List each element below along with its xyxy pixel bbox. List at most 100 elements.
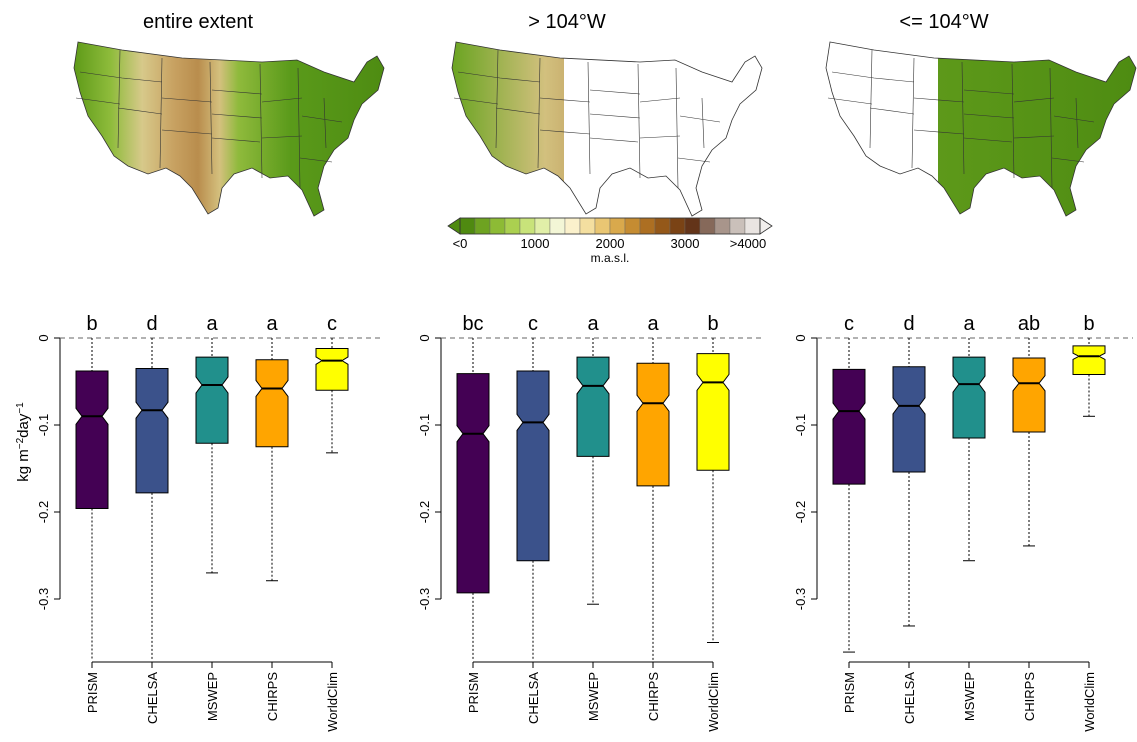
box-chirps xyxy=(255,338,289,582)
box-mswep xyxy=(952,338,986,562)
boxplot-panel-1: 0 -0.1 -0.2 -0.3 PRISM b CHELSA d MSWEP a CHIRPS a W… xyxy=(36,313,382,732)
significance-letter: d xyxy=(146,313,157,335)
y-tick-label: -0.3 xyxy=(36,588,51,610)
colorbar-cell xyxy=(579,217,596,235)
y-tick-label: -0.1 xyxy=(36,414,51,436)
box-worldclim xyxy=(1072,338,1106,417)
map-title-2: > 104°W xyxy=(528,11,606,33)
colorbar-tick-2: 2000 xyxy=(596,236,625,251)
box-body xyxy=(952,356,986,439)
significance-letter: c xyxy=(528,313,538,335)
significance-letter: a xyxy=(647,313,659,335)
significance-letter: c xyxy=(844,313,854,335)
category-label-worldclim: WorldClim xyxy=(706,672,721,732)
category-label-chelsa: CHELSA xyxy=(902,672,917,724)
category-label-worldclim: WorldClim xyxy=(325,672,340,732)
category-label-worldclim: WorldClim xyxy=(1082,672,1097,732)
y-tick-label: -0.3 xyxy=(417,588,432,610)
box-body xyxy=(576,356,610,457)
box-mswep xyxy=(195,338,229,574)
colorbar-cell xyxy=(654,217,671,235)
colorbar-cell xyxy=(699,217,716,235)
colorbar-tick-0: <0 xyxy=(453,236,468,251)
significance-letter: c xyxy=(327,313,337,335)
category-label-chirps: CHIRPS xyxy=(265,672,280,721)
box-prism xyxy=(456,338,490,660)
colorbar-cell xyxy=(489,217,506,235)
box-chelsa xyxy=(135,338,169,660)
box-body xyxy=(1012,357,1046,433)
category-label-chelsa: CHELSA xyxy=(526,672,541,724)
colorbar-cell xyxy=(534,217,551,235)
colorbar-cell xyxy=(459,217,476,235)
significance-letter: a xyxy=(963,313,975,335)
significance-letter: a xyxy=(266,313,278,335)
category-label-mswep: MSWEP xyxy=(586,672,601,721)
box-chirps xyxy=(636,338,670,660)
map-title-1: entire extent xyxy=(143,11,254,33)
colorbar-cell xyxy=(684,217,701,235)
colorbar-tick-4: >4000 xyxy=(730,236,767,251)
box-body xyxy=(456,373,490,594)
boxplot-panel-3: 0 -0.1 -0.2 -0.3 PRISM c CHELSA d MSWEP a CHIRPS ab… xyxy=(793,313,1133,732)
colorbar-cell xyxy=(609,217,626,235)
box-body xyxy=(1072,345,1106,376)
colorbar-tick-1: 1000 xyxy=(521,236,550,251)
map-title-3: <= 104°W xyxy=(899,11,988,33)
colorbar-tick-3: 3000 xyxy=(671,236,700,251)
significance-letter: a xyxy=(587,313,599,335)
y-tick-label: -0.1 xyxy=(417,414,432,436)
category-label-mswep: MSWEP xyxy=(962,672,977,721)
category-label-prism: PRISM xyxy=(85,672,100,713)
category-label-prism: PRISM xyxy=(842,672,857,713)
significance-letter: a xyxy=(206,313,218,335)
box-worldclim xyxy=(315,338,349,454)
y-tick-label: -0.2 xyxy=(793,501,808,523)
category-label-prism: PRISM xyxy=(466,672,481,713)
box-worldclim xyxy=(696,338,730,643)
box-body xyxy=(696,353,730,471)
box-mswep xyxy=(576,338,610,605)
y-tick-label: 0 xyxy=(793,334,808,341)
category-label-mswep: MSWEP xyxy=(205,672,220,721)
category-label-chirps: CHIRPS xyxy=(1022,672,1037,721)
colorbar-cell xyxy=(729,217,746,235)
colorbar-cell xyxy=(504,217,521,235)
colorbar-cell xyxy=(519,217,536,235)
y-tick-label: -0.2 xyxy=(36,501,51,523)
colorbar-cell xyxy=(624,217,641,235)
colorbar-cell xyxy=(594,217,611,235)
colorbar-cell xyxy=(714,217,731,235)
y-axis-label: kg m−2day−1 xyxy=(15,402,33,482)
box-body xyxy=(516,370,550,562)
colorbar-unit: m.a.s.l. xyxy=(591,251,630,265)
category-label-chirps: CHIRPS xyxy=(646,672,661,721)
map-panel-3: <= 104°W xyxy=(825,11,1137,217)
box-body xyxy=(832,368,866,485)
map-panel-2: > 104°W xyxy=(451,11,763,217)
significance-letter: ab xyxy=(1018,313,1040,335)
colorbar-cell xyxy=(639,217,656,235)
y-tick-label: 0 xyxy=(36,334,51,341)
boxplot-panels: 0 -0.1 -0.2 -0.3 PRISM b CHELSA d MSWEP a CHIRPS a W… xyxy=(36,313,1133,732)
box-prism xyxy=(832,338,866,653)
significance-letter: b xyxy=(86,313,97,335)
box-chelsa xyxy=(892,338,926,627)
y-tick-label: -0.1 xyxy=(793,414,808,436)
box-body xyxy=(892,366,926,473)
colorbar-cell xyxy=(474,217,491,235)
box-body xyxy=(195,356,229,444)
box-body xyxy=(636,362,670,487)
boxplot-panel-2: 0 -0.1 -0.2 -0.3 PRISM bc CHELSA c MSWEP a CHIRPS a… xyxy=(417,313,763,732)
box-prism xyxy=(75,338,109,660)
colorbar-cell xyxy=(549,217,566,235)
colorbar-cell xyxy=(564,217,581,235)
colorbar-cell xyxy=(669,217,686,235)
box-body xyxy=(315,347,349,391)
significance-letter: b xyxy=(707,313,718,335)
significance-letter: b xyxy=(1083,313,1094,335)
box-chirps xyxy=(1012,338,1046,547)
us-map-full xyxy=(73,41,385,217)
y-tick-label: -0.2 xyxy=(417,501,432,523)
